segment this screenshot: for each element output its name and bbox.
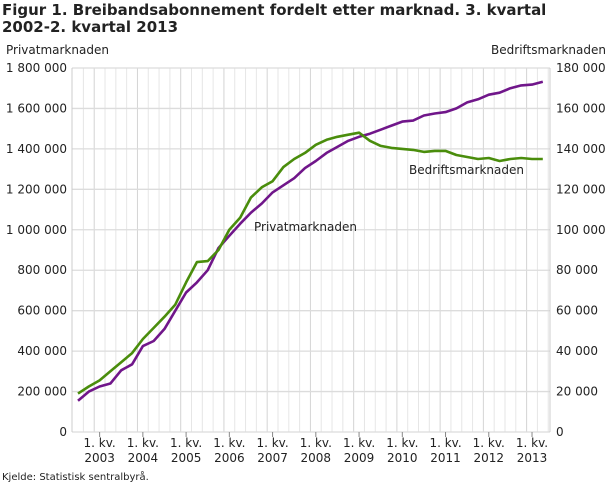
x-tick-prefix: 1. kv.	[127, 436, 159, 450]
source-note: Kjelde: Statistisk sentralbyrå.	[2, 472, 149, 483]
x-tick-prefix: 1. kv.	[256, 436, 288, 450]
x-tick-label: 2008	[301, 451, 332, 465]
y-left-tick-label: 1 000 000	[6, 223, 67, 237]
x-tick-label: 2007	[257, 451, 288, 465]
x-tick-prefix: 1. kv.	[170, 436, 202, 450]
y-left-tick-label: 1 800 000	[6, 61, 67, 75]
y-right-tick-label: 140 000	[556, 142, 606, 156]
y-left-tick-label: 800 000	[17, 263, 67, 277]
y-left-tick-label: 1 200 000	[6, 182, 67, 196]
y-right-tick-label: 0	[556, 425, 564, 439]
y-right-tick-label: 120 000	[556, 182, 606, 196]
x-tick-prefix: 1. kv.	[213, 436, 245, 450]
x-tick-label: 2010	[387, 451, 418, 465]
x-tick-prefix: 1. kv.	[516, 436, 548, 450]
x-tick-label: 2006	[214, 451, 245, 465]
y-left-tick-label: 600 000	[17, 304, 67, 318]
y-right-tick-label: 40 000	[556, 344, 598, 358]
x-tick-label: 2009	[344, 451, 375, 465]
series-line-privatmarknaden	[77, 80, 544, 402]
x-tick-prefix: 1. kv.	[343, 436, 375, 450]
y-left-tick-label: 0	[59, 425, 67, 439]
x-tick-label: 2011	[430, 451, 461, 465]
x-tick-prefix: 1. kv.	[386, 436, 418, 450]
right-axis-title: Bedriftsmarknaden	[491, 43, 606, 57]
y-right-tick-label: 20 000	[556, 385, 598, 399]
chart-title: Figur 1. Breibandsabonnement fordelt ett…	[2, 1, 547, 36]
x-tick-label: 2012	[474, 451, 505, 465]
y-left-tick-label: 400 000	[17, 344, 67, 358]
series-label-privatmarknaden: Privatmarknaden	[254, 220, 357, 234]
x-tick-label: 2004	[128, 451, 159, 465]
x-tick-label: 2005	[171, 451, 202, 465]
series-label-bedriftsmarknaden: Bedriftsmarknaden	[409, 163, 524, 177]
y-right-tick-label: 180 000	[556, 61, 606, 75]
x-tick-prefix: 1. kv.	[473, 436, 505, 450]
x-tick-label: 2003	[84, 451, 115, 465]
y-left-tick-label: 1 600 000	[6, 101, 67, 115]
x-tick-prefix: 1. kv.	[84, 436, 116, 450]
y-left-tick-label: 1 400 000	[6, 142, 67, 156]
x-tick-label: 2013	[517, 451, 548, 465]
x-tick-prefix: 1. kv.	[429, 436, 461, 450]
y-right-tick-label: 60 000	[556, 304, 598, 318]
y-right-tick-label: 100 000	[556, 223, 606, 237]
x-tick-prefix: 1. kv.	[300, 436, 332, 450]
y-right-tick-label: 160 000	[556, 101, 606, 115]
y-left-tick-label: 200 000	[17, 385, 67, 399]
left-axis-title: Privatmarknaden	[6, 43, 109, 57]
series-line-bedriftsmarknaden	[77, 131, 543, 395]
y-right-tick-label: 80 000	[556, 263, 598, 277]
